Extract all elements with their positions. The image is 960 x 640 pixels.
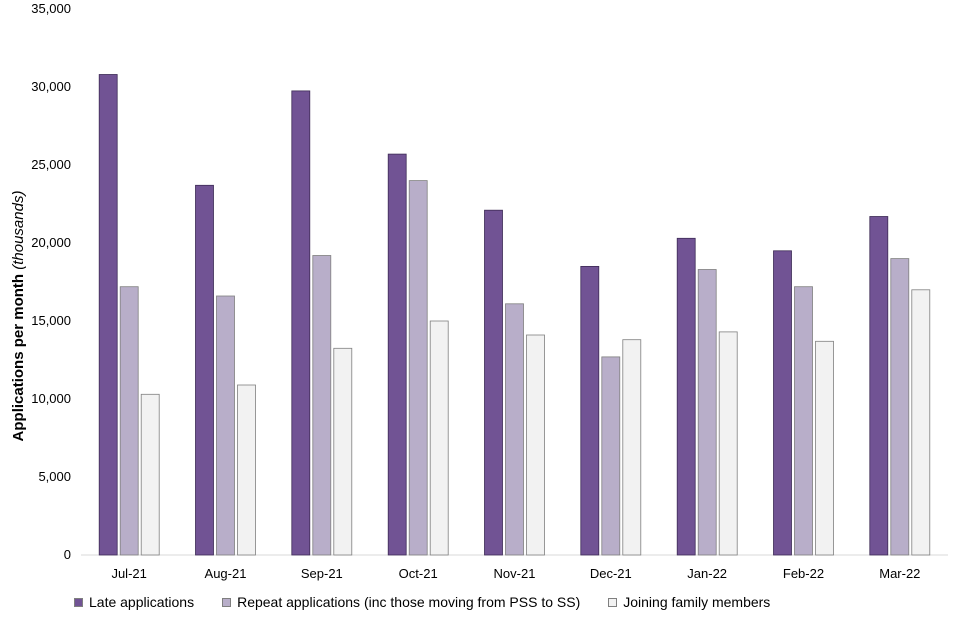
bar-joining-feb-22	[815, 340, 834, 556]
legend-label-joining: Joining family members	[623, 594, 771, 610]
x-tick-label: Nov-21	[494, 566, 536, 581]
x-tick-label: Oct-21	[399, 566, 438, 581]
y-axis-label-unit: (thousands)	[10, 191, 27, 270]
bar-late-feb-22	[773, 250, 792, 556]
y-tick-label: 0	[64, 547, 71, 562]
y-tick-label: 30,000	[31, 79, 71, 94]
bar-repeat-nov-21	[505, 303, 524, 556]
y-tick-label: 15,000	[31, 313, 71, 328]
y-tick-label: 20,000	[31, 235, 71, 250]
bar-joining-jan-22	[718, 331, 738, 556]
y-axis-label-main: Applications per month	[10, 274, 27, 442]
legend-item-repeat: Repeat applications (inc those moving fr…	[222, 594, 580, 610]
bar-joining-sep-21	[333, 347, 353, 556]
legend-item-late: Late applications	[74, 594, 194, 610]
bar-late-jul-21	[98, 74, 118, 556]
y-axis-label: Applications per month (thousands)	[10, 191, 27, 442]
bar-late-mar-22	[869, 216, 889, 556]
bar-repeat-jan-22	[697, 269, 717, 556]
bar-late-nov-21	[484, 209, 503, 556]
legend-swatch-joining	[608, 597, 618, 607]
bar-late-sep-21	[291, 90, 311, 556]
y-tick-label: 10,000	[31, 391, 71, 406]
x-tick-label: Jan-22	[687, 566, 727, 581]
bar-repeat-feb-22	[794, 286, 813, 556]
bar-late-aug-21	[195, 184, 214, 556]
y-tick-label: 25,000	[31, 157, 71, 172]
legend-label-repeat: Repeat applications (inc those moving fr…	[237, 594, 581, 610]
x-tick-label: Sep-21	[301, 566, 343, 581]
legend-swatch-repeat	[222, 597, 232, 607]
bar-joining-oct-21	[429, 320, 449, 556]
bar-joining-mar-22	[911, 289, 931, 556]
bar-repeat-sep-21	[312, 255, 332, 556]
x-tick-label: Dec-21	[590, 566, 632, 581]
bar-repeat-dec-21	[601, 356, 621, 556]
bar-repeat-oct-21	[408, 180, 428, 556]
bars	[98, 74, 931, 556]
bar-joining-dec-21	[622, 339, 642, 556]
bar-joining-nov-21	[526, 334, 545, 556]
x-tick-label: Feb-22	[783, 566, 824, 581]
bar-repeat-jul-21	[119, 286, 139, 556]
y-tick-label: 5,000	[38, 469, 71, 484]
legend-item-joining: Joining family members	[608, 594, 770, 610]
legend-swatch-late	[74, 597, 83, 607]
legend: Late applications Repeat applications (i…	[74, 594, 798, 610]
x-axis-ticks: Jul-21 Aug-21 Sep-21 Oct-21 Nov-21 Dec-21 Jan-…	[111, 566, 920, 581]
bar-late-jan-22	[676, 237, 696, 556]
y-axis-ticks: 0 5,000 10,000 15,000 20,000 25,000 30,000 35,0…	[31, 1, 71, 562]
bar-late-dec-21	[580, 265, 600, 556]
bar-late-oct-21	[387, 153, 407, 556]
x-tick-label: Jul-21	[111, 566, 146, 581]
legend-label-late: Late applications	[89, 594, 195, 610]
bar-repeat-mar-22	[890, 258, 910, 556]
x-tick-label: Mar-22	[879, 566, 920, 581]
bar-joining-jul-21	[140, 393, 160, 556]
y-tick-label: 35,000	[31, 1, 71, 16]
x-tick-label: Aug-21	[205, 566, 247, 581]
bar-joining-aug-21	[237, 384, 256, 556]
bar-chart: 0 5,000 10,000 15,000 20,000 25,000 30,000 35,0…	[10, 1, 948, 581]
bar-repeat-aug-21	[216, 295, 235, 556]
